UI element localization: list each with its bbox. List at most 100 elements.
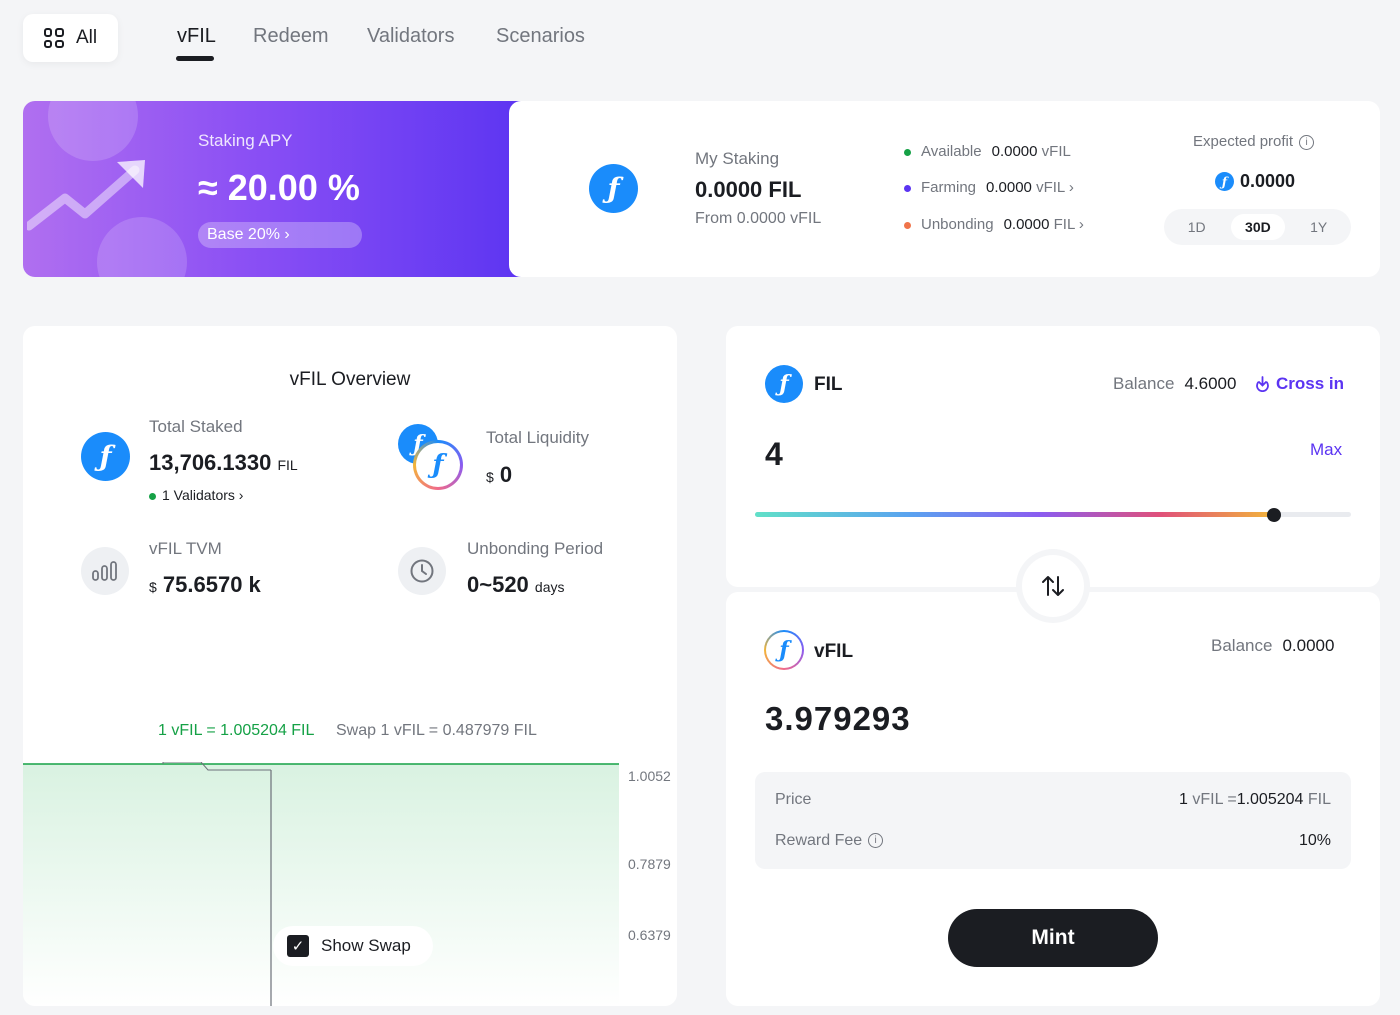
my-staking-amount: 0.0000 FIL (695, 177, 802, 202)
price-label: Price (775, 791, 812, 808)
tvm-value: 75.6570 k (162, 572, 261, 597)
available-label: Available (921, 143, 982, 160)
total-liquidity-prefix: $ (486, 469, 494, 485)
info-icon[interactable]: i (1299, 134, 1315, 150)
clock-icon (398, 547, 446, 595)
unbonding-period: 0~520 days (467, 572, 565, 598)
amount-slider-thumb[interactable] (1266, 508, 1281, 522)
available-unit: vFIL (1041, 143, 1071, 160)
status-dot (904, 148, 911, 156)
tvm-label: vFIL TVM (149, 539, 222, 558)
overview-title: vFIL Overview (289, 369, 411, 390)
bar-chart-icon (81, 547, 129, 595)
validators-link[interactable]: 1 Validators › (149, 487, 243, 503)
swap-direction-button[interactable] (1022, 555, 1084, 617)
fil-small-icon: ƒ (1215, 172, 1234, 191)
show-swap-toggle[interactable]: ✓ Show Swap (273, 926, 433, 966)
my-staking-label: My Staking (695, 149, 780, 168)
period-1y[interactable]: 1Y (1310, 219, 1328, 235)
apy-value: ≈ 20.00 % (198, 167, 360, 208)
checkbox-checked-icon[interactable]: ✓ (287, 935, 309, 957)
from-amount-input[interactable] (765, 434, 1065, 474)
my-staking-from: From 0.0000 vFIL (695, 210, 822, 227)
unbonding-period-label: Unbonding Period (467, 539, 604, 558)
fil-logo-icon: ƒ (589, 164, 638, 213)
farming-row[interactable]: Farming 0.0000 vFIL › (904, 179, 1074, 196)
chart-area-fill (23, 764, 619, 1006)
y-tick-label: 1.0052 (628, 768, 671, 784)
to-balance-label: Balance (1211, 636, 1273, 655)
expected-profit-text: Expected profit (1193, 133, 1294, 150)
expected-profit-value: 0.0000 (1240, 171, 1296, 191)
unbonding-label: Unbonding (921, 216, 994, 233)
grid-icon (43, 28, 64, 48)
farming-value: 0.0000 (986, 179, 1032, 196)
fil-logo-icon: ƒ (765, 365, 803, 403)
validators-text: 1 Validators › (162, 487, 244, 503)
total-staked-value: 13,706.1330 (149, 450, 272, 475)
expected-profit-label: Expected profit i (1193, 133, 1315, 150)
total-liquidity-label: Total Liquidity (486, 428, 590, 447)
reward-fee-label: Reward Fee i (775, 832, 884, 850)
unbonding-unit: FIL › (1053, 216, 1084, 233)
swap-arrows-icon (1042, 576, 1064, 596)
period-1d[interactable]: 1D (1187, 219, 1206, 235)
tab-vfil[interactable]: vFIL (177, 25, 216, 47)
to-amount: 3.979293 (765, 700, 911, 737)
farming-label: Farming (921, 179, 977, 196)
to-balance: Balance 0.0000 (1211, 636, 1334, 656)
vfil-logo-icon: ƒ (764, 630, 804, 670)
price-prefix-unit: vFIL = (1192, 791, 1237, 808)
from-balance-value: 4.6000 (1184, 374, 1237, 393)
active-tab-indicator (176, 56, 214, 61)
available-row: Available 0.0000 vFIL (904, 143, 1071, 160)
total-staked-unit: FIL (277, 457, 298, 473)
available-value: 0.0000 (991, 143, 1038, 160)
from-balance-label: Balance (1113, 374, 1175, 393)
apy-label: Staking APY (198, 131, 293, 150)
max-button[interactable]: Max (1310, 440, 1343, 459)
y-tick-label: 0.7879 (628, 856, 671, 872)
fil-logo-icon: ƒ (81, 432, 130, 481)
info-icon[interactable]: i (868, 833, 884, 849)
show-swap-label: Show Swap (321, 936, 411, 955)
from-token-name: FIL (814, 374, 843, 395)
tvm-prefix: $ (149, 579, 157, 595)
expected-profit: ƒ 0.0000 (1215, 171, 1295, 192)
reward-fee-value: 10% (1298, 832, 1331, 849)
vfil-rate: 1 vFIL = 1.005204 FIL (158, 722, 315, 739)
vfil-overview-card: vFIL Overview ƒ Total Staked 13,706.1330… (23, 326, 677, 1006)
price-number: 1.005204 (1236, 791, 1304, 808)
from-balance: Balance 4.6000 (1113, 374, 1236, 394)
swap-line (162, 762, 271, 771)
farming-unit: vFIL › (1036, 179, 1074, 196)
tvm: $ 75.6570 k (149, 572, 261, 598)
total-liquidity-value: 0 (499, 462, 513, 487)
to-balance-value: 0.0000 (1282, 636, 1335, 655)
base-apy-link[interactable]: Base 20% › (198, 222, 362, 248)
download-icon (1256, 376, 1269, 392)
rate-chart (23, 762, 619, 1006)
decor-bubble (48, 101, 138, 161)
unbonding-row[interactable]: Unbonding 0.0000 FIL › (904, 216, 1084, 233)
unbonding-period-value: 0~520 (467, 572, 529, 597)
tab-validators[interactable]: Validators (367, 25, 455, 47)
to-token-name: vFIL (814, 641, 854, 662)
tab-scenarios[interactable]: Scenarios (496, 25, 585, 47)
total-staked: 13,706.1330 FIL (149, 450, 298, 476)
y-tick-label: 0.6379 (628, 927, 671, 943)
cross-in-label: Cross in (1276, 374, 1345, 393)
total-staked-label: Total Staked (149, 417, 243, 436)
tab-redeem[interactable]: Redeem (253, 25, 329, 47)
period-30d[interactable]: 30D (1231, 214, 1285, 240)
mint-button[interactable]: Mint (948, 909, 1158, 967)
cross-in-link[interactable]: Cross in (1255, 374, 1344, 394)
status-dot (904, 184, 911, 192)
vfil-logo-icon: ƒ (413, 440, 463, 490)
staking-apy-banner: Staking APY ≈ 20.00 % Base 20% › (23, 101, 533, 277)
price-prefix: 1 (1179, 791, 1188, 808)
trend-up-icon (27, 160, 145, 231)
period-selector: 1D 30D 1Y (1164, 209, 1351, 245)
all-tab-button[interactable]: All (23, 14, 118, 62)
unbonding-period-unit: days (534, 579, 565, 595)
